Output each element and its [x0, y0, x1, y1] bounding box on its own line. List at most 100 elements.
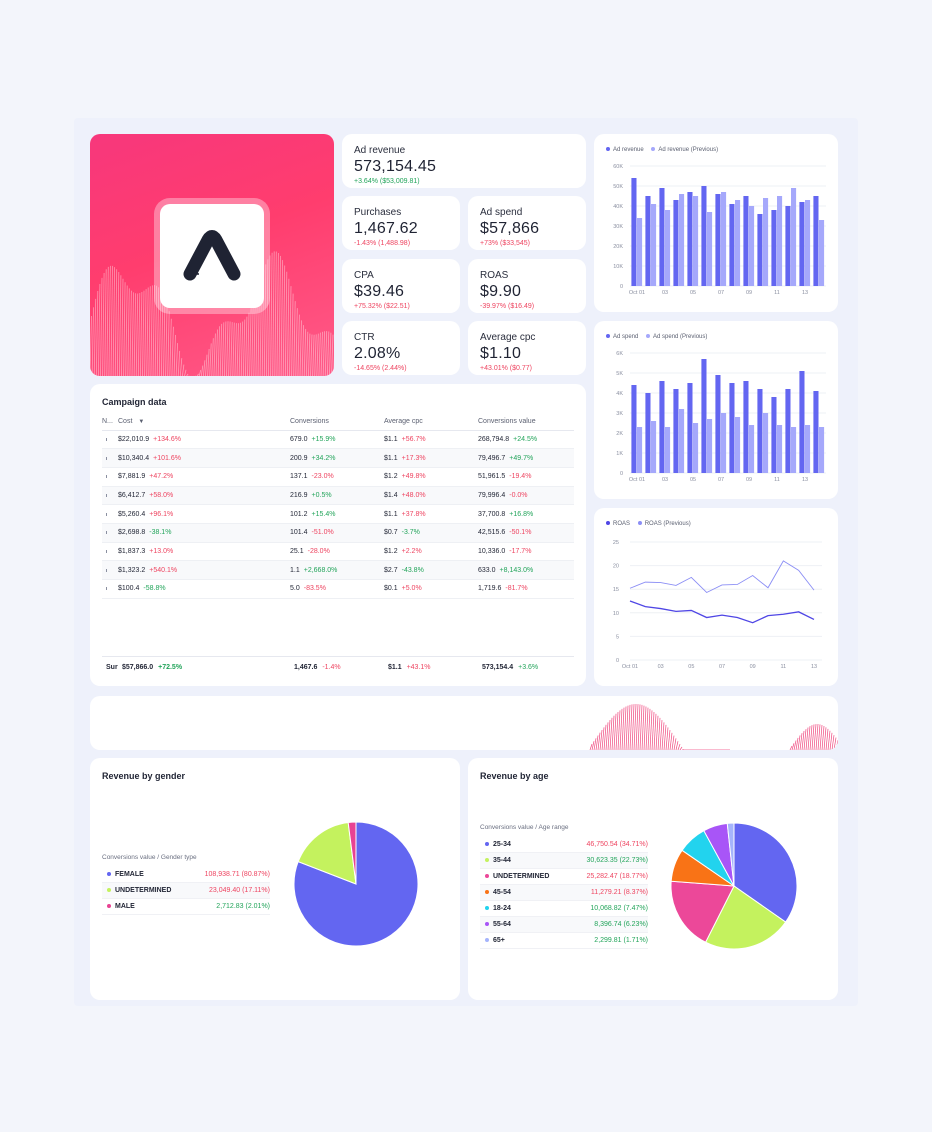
- table-row[interactable]: $1,323.2 +540.1% 1.1 +2,668.0% $2.7 -43.8% 633…: [102, 560, 574, 580]
- summary-val-change: +3.6%: [518, 664, 539, 671]
- roas-chart-card: ROAS ROAS (Previous) 0 5 10 15 20 25 Oct 01 03 0…: [594, 508, 838, 686]
- wave-line: [272, 251, 275, 376]
- wave-line: [221, 322, 225, 376]
- cell-change: -83.5%: [303, 585, 326, 593]
- wave-line: [619, 708, 623, 750]
- card-title: Campaign data: [102, 397, 167, 407]
- summary-cost-change: +72.5%: [158, 664, 183, 671]
- cell-value: $1.1: [384, 454, 398, 462]
- table-row[interactable]: $2,698.8 -38.1% 101.4 -51.0% $0.7 -3.7% 42,515…: [102, 523, 574, 543]
- legend-swatch: [485, 938, 489, 942]
- wave-line: [289, 286, 292, 376]
- legend-row[interactable]: 65+ 2,299.81 (1.71%): [480, 933, 648, 949]
- legend-value: 30,623.35 (22.73%): [586, 857, 649, 864]
- table-row[interactable]: $22,010.9 +134.6% 679.0 +15.9% $1.1 +56.7% 268…: [102, 430, 574, 450]
- wave-line: [635, 704, 639, 750]
- wave-line: [305, 331, 309, 376]
- cell-change: -28.0%: [307, 547, 330, 555]
- wave-line: [809, 725, 813, 750]
- table-row[interactable]: $100.4 -58.8% 5.0 -83.5% $0.1 +5.0% 1,719.6 -81…: [102, 579, 574, 599]
- bar: [651, 204, 657, 286]
- kpi-value: $1.10: [480, 345, 522, 362]
- legend-row[interactable]: UNDETERMINED 23,049.40 (17.11%): [102, 883, 270, 899]
- wave-line: [821, 725, 825, 750]
- bar: [665, 427, 671, 473]
- wave-line: [186, 373, 189, 376]
- wave-line: [631, 704, 635, 750]
- table-row[interactable]: $7,881.9 +47.2% 137.1 -23.0% $1.2 +49.8% 51,96…: [102, 467, 574, 487]
- legend-row[interactable]: 18-24 10,068.82 (7.47%): [480, 901, 648, 917]
- col-header-average-cpc[interactable]: Average cpc: [384, 414, 478, 431]
- wave-line: [633, 703, 637, 750]
- cell-change: +49.7%: [509, 454, 534, 462]
- legend-label: Ad revenue: [613, 147, 644, 153]
- row-marker: [106, 512, 107, 516]
- wave-line: [219, 323, 223, 376]
- gender-legend-list: Conversions value / Gender type FEMALE 10…: [102, 854, 270, 915]
- legend-label: Ad spend (Previous): [653, 334, 708, 340]
- legend-row[interactable]: UNDETERMINED 25,282.47 (18.77%): [480, 869, 648, 885]
- col-header-conversions-value[interactable]: Conversions value: [478, 414, 574, 431]
- wave-line: [299, 320, 302, 376]
- bar: [701, 359, 707, 473]
- gender-pie-chart: [293, 821, 419, 947]
- wave-line: [179, 358, 183, 376]
- kpi-change: +73% ($33,545): [480, 240, 531, 247]
- wave-line: [171, 326, 174, 376]
- y-tick-label: 50K: [613, 184, 623, 190]
- legend-row[interactable]: 35-44 30,623.35 (22.73%): [480, 853, 648, 869]
- legend-row[interactable]: 55-64 8,396.74 (6.23%): [480, 917, 648, 933]
- wave-line: [173, 334, 176, 376]
- col-header-cost[interactable]: Cost ▼: [118, 414, 290, 431]
- y-tick-label: 5K: [616, 371, 623, 377]
- wave-line: [291, 293, 294, 376]
- cell-value: $1,837.3: [118, 547, 146, 555]
- wave-line: [263, 264, 267, 376]
- legend-row[interactable]: 25-34 46,750.54 (34.71%): [480, 837, 648, 853]
- wave-line: [236, 323, 239, 376]
- cell-conversions-value: 42,515.6 -50.1%: [478, 523, 574, 543]
- wave-line: [106, 266, 109, 376]
- pie-slice: [297, 821, 357, 885]
- kpi-change: +3.64% ($53,009.81): [354, 178, 420, 185]
- bar: [813, 196, 819, 286]
- sort-desc-icon[interactable]: ▼: [138, 419, 145, 426]
- wave-line: [835, 740, 838, 750]
- summary-value: 573,154.4 +3.6%: [482, 664, 538, 671]
- table-row[interactable]: $6,412.7 +58.0% 216.9 +0.5% $1.4 +48.0% 79,996…: [102, 486, 574, 506]
- cell-n: [102, 467, 118, 487]
- kpi-change: -39.97% ($16.49): [480, 303, 535, 310]
- x-tick-label: 05: [688, 664, 694, 670]
- table-row[interactable]: $10,340.4 +101.6% 200.9 +34.2% $1.1 +17.3% 79,…: [102, 448, 574, 468]
- kpi-change: -14.65% (2.44%): [354, 365, 407, 372]
- cell-change: +5.0%: [401, 585, 422, 593]
- table-row[interactable]: $5,260.4 +96.1% 101.2 +15.4% $1.1 +37.8% 37,70…: [102, 504, 574, 524]
- col-header-conversions[interactable]: Conversions: [290, 414, 384, 431]
- cell-change: +8,143.0%: [499, 566, 534, 574]
- wave-line: [148, 286, 151, 376]
- bar: [673, 200, 679, 286]
- legend-row[interactable]: 45-54 11,279.21 (8.37%): [480, 885, 648, 901]
- wave-line: [278, 255, 281, 376]
- wave-line: [611, 715, 615, 750]
- wave-line: [793, 740, 797, 750]
- bar: [721, 413, 727, 473]
- wave-line: [93, 298, 97, 376]
- col-header-n[interactable]: N...: [102, 414, 118, 431]
- wave-line: [123, 282, 126, 376]
- legend-value: 8,396.74 (6.23%): [594, 921, 648, 928]
- legend-row[interactable]: MALE 2,712.83 (2.01%): [102, 899, 270, 915]
- wave-line: [605, 722, 609, 750]
- cell-value: 42,515.6: [478, 529, 506, 537]
- y-tick-label: 5: [616, 634, 619, 640]
- wave-line: [146, 287, 149, 376]
- kpi-average-cpc: Average cpc $1.10 +43.01% ($0.77): [468, 321, 586, 375]
- kpi-label: Ad spend: [480, 207, 523, 218]
- legend-row[interactable]: FEMALE 108,938.71 (80.87%): [102, 867, 270, 883]
- wave-line: [125, 285, 128, 376]
- table-row[interactable]: $1,837.3 +13.0% 25.1 -28.0% $1.2 +2.2% 10,336.…: [102, 542, 574, 562]
- cell-n: [102, 448, 118, 468]
- bar: [645, 196, 651, 286]
- wave-line: [266, 259, 269, 376]
